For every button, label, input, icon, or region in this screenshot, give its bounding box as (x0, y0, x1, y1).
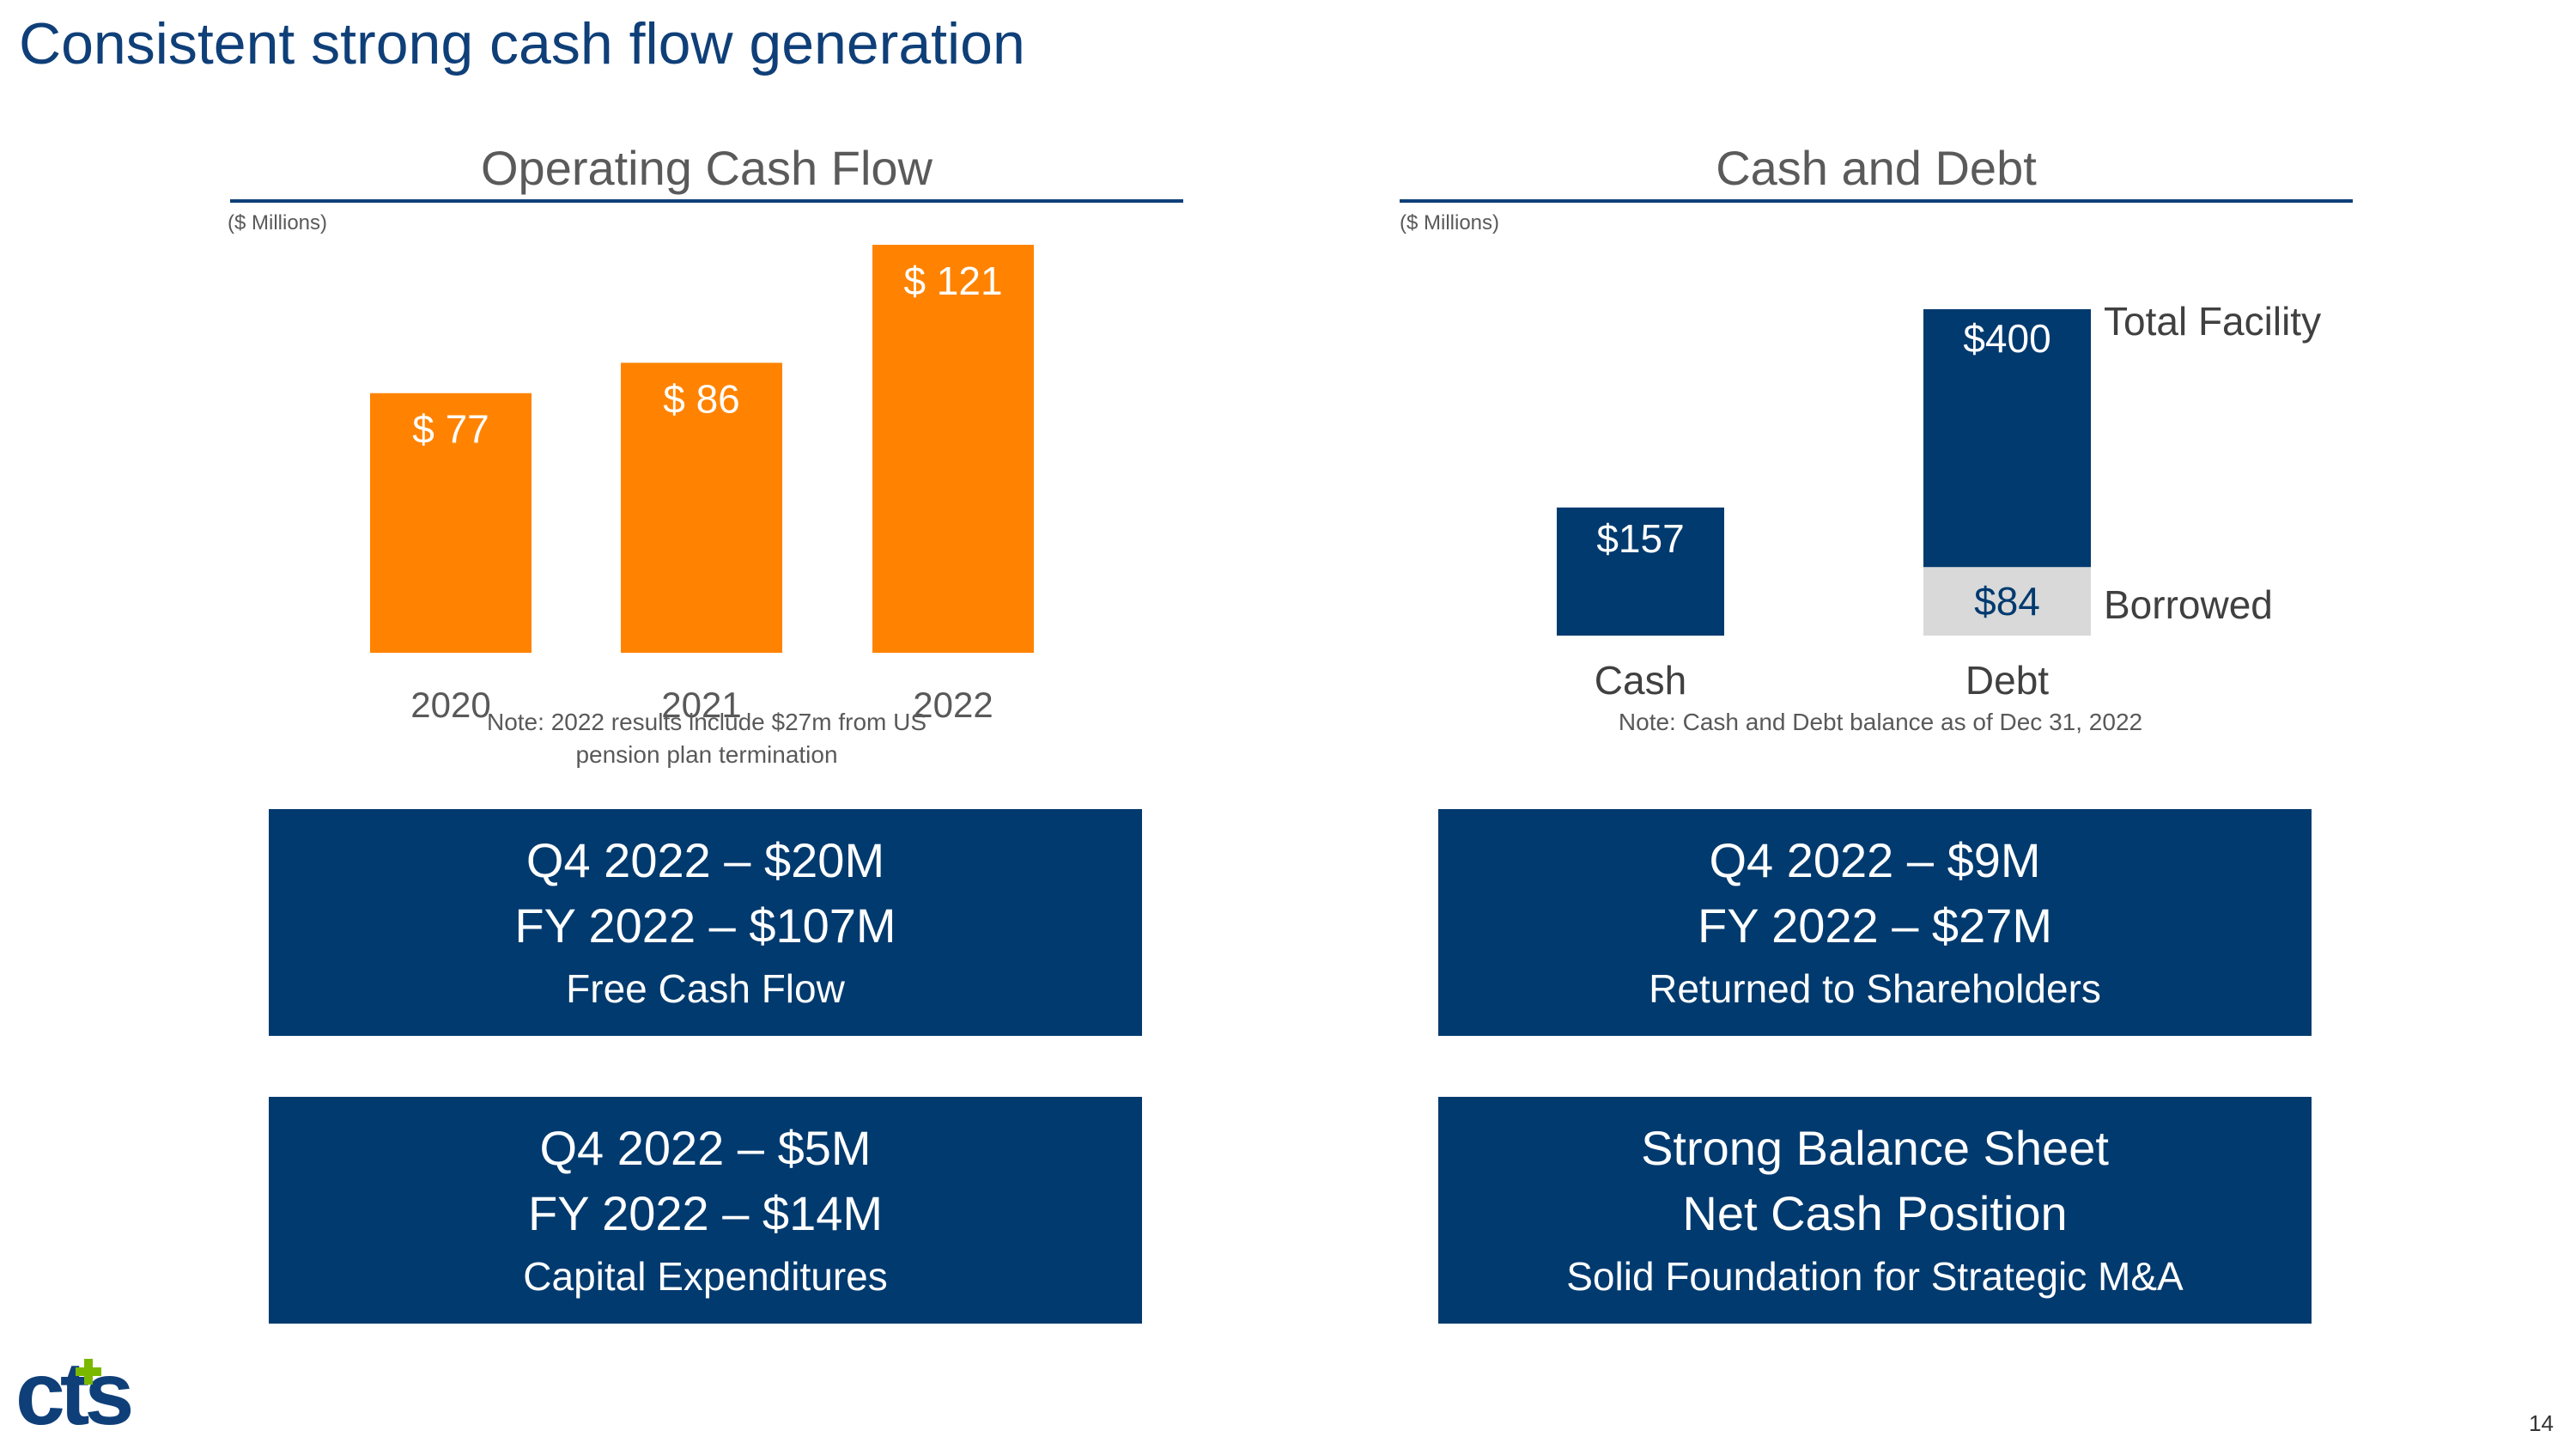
kpi-box-free-cash-flow: Q4 2022 – $20M FY 2022 – $107M Free Cash… (269, 809, 1142, 1036)
ocf-data-label-2022: $ 121 (903, 259, 1002, 303)
kpi-box-capital-expenditures: Q4 2022 – $5M FY 2022 – $14M Capital Exp… (269, 1097, 1142, 1324)
kpi-q4-value: Q4 2022 – $20M (526, 833, 885, 887)
kpi-box-balance-sheet: Strong Balance Sheet Net Cash Position S… (1438, 1097, 2312, 1324)
cts-logo-text: cts (15, 1357, 131, 1434)
kpi-q4-value: Q4 2022 – $9M (1709, 833, 2041, 887)
legend-borrowed: Borrowed (2104, 582, 2273, 627)
ocf-bar-2020 (370, 393, 532, 653)
kpi-caption: Capital Expenditures (523, 1254, 888, 1299)
ocf-x-tick-2020: 2020 (410, 685, 490, 725)
ocf-note-line1: Note: 2022 results include $27m from US (486, 709, 927, 735)
ocf-bar-2022 (872, 245, 1034, 653)
cash-debt-units-label: ($ Millions) (1400, 211, 1500, 234)
debt-x-tick: Debt (1965, 658, 2049, 703)
kpi-fy-value: FY 2022 – $14M (527, 1186, 884, 1240)
kpi-headline: Strong Balance Sheet (1641, 1121, 2109, 1175)
kpi-subheadline: Net Cash Position (1682, 1186, 2068, 1240)
cash-bar (1557, 507, 1724, 636)
kpi-fy-value: FY 2022 – $27M (1697, 898, 2053, 953)
ocf-note-line2: pension plan termination (575, 741, 838, 768)
ocf-x-tick-2021: 2021 (661, 685, 741, 725)
page-number: 14 (2529, 1410, 2554, 1436)
ocf-x-tick-2022: 2022 (913, 685, 993, 725)
ocf-bar-chart: $ 77 2020 $ 86 2021 $ 121 2022 (370, 245, 1034, 725)
ocf-title-rule (230, 199, 1183, 203)
debt-borrowed-label: $84 (1974, 579, 2040, 624)
cash-x-tick: Cash (1595, 658, 1686, 703)
debt-borrowed-bar (1923, 567, 2091, 636)
ocf-data-label-2020: $ 77 (412, 407, 489, 452)
ocf-data-label-2021: $ 86 (663, 376, 740, 421)
kpi-caption: Returned to Shareholders (1649, 966, 2101, 1011)
cash-debt-note: Note: Cash and Debt balance as of Dec 31… (1618, 709, 2143, 735)
kpi-caption: Free Cash Flow (566, 966, 845, 1011)
ocf-chart-title: Operating Cash Flow (480, 141, 933, 195)
page-title: Consistent strong cash flow generation (19, 11, 1025, 76)
kpi-caption: Solid Foundation for Strategic M&A (1566, 1254, 2184, 1299)
kpi-fy-value: FY 2022 – $107M (514, 898, 896, 953)
legend-total-facility: Total Facility (2104, 299, 2321, 344)
ocf-units-label: ($ Millions) (228, 211, 328, 234)
logo-plus-horizontal (76, 1367, 101, 1376)
cash-debt-chart-title: Cash and Debt (1716, 141, 2037, 195)
cts-logo: cts (15, 1357, 136, 1434)
kpi-q4-value: Q4 2022 – $5M (539, 1121, 872, 1175)
cash-data-label: $157 (1596, 516, 1684, 561)
ocf-note: Note: 2022 results include $27m from US … (445, 706, 969, 771)
kpi-box-returned-to-shareholders: Q4 2022 – $9M FY 2022 – $27M Returned to… (1438, 809, 2312, 1036)
ocf-bar-2021 (621, 362, 782, 653)
debt-total-facility-label: $400 (1963, 316, 2050, 361)
cash-debt-title-rule (1400, 199, 2353, 203)
cash-debt-bar-chart: $157 $400 $84 Total Facility Borrowed Cash Deb… (1557, 299, 2321, 703)
